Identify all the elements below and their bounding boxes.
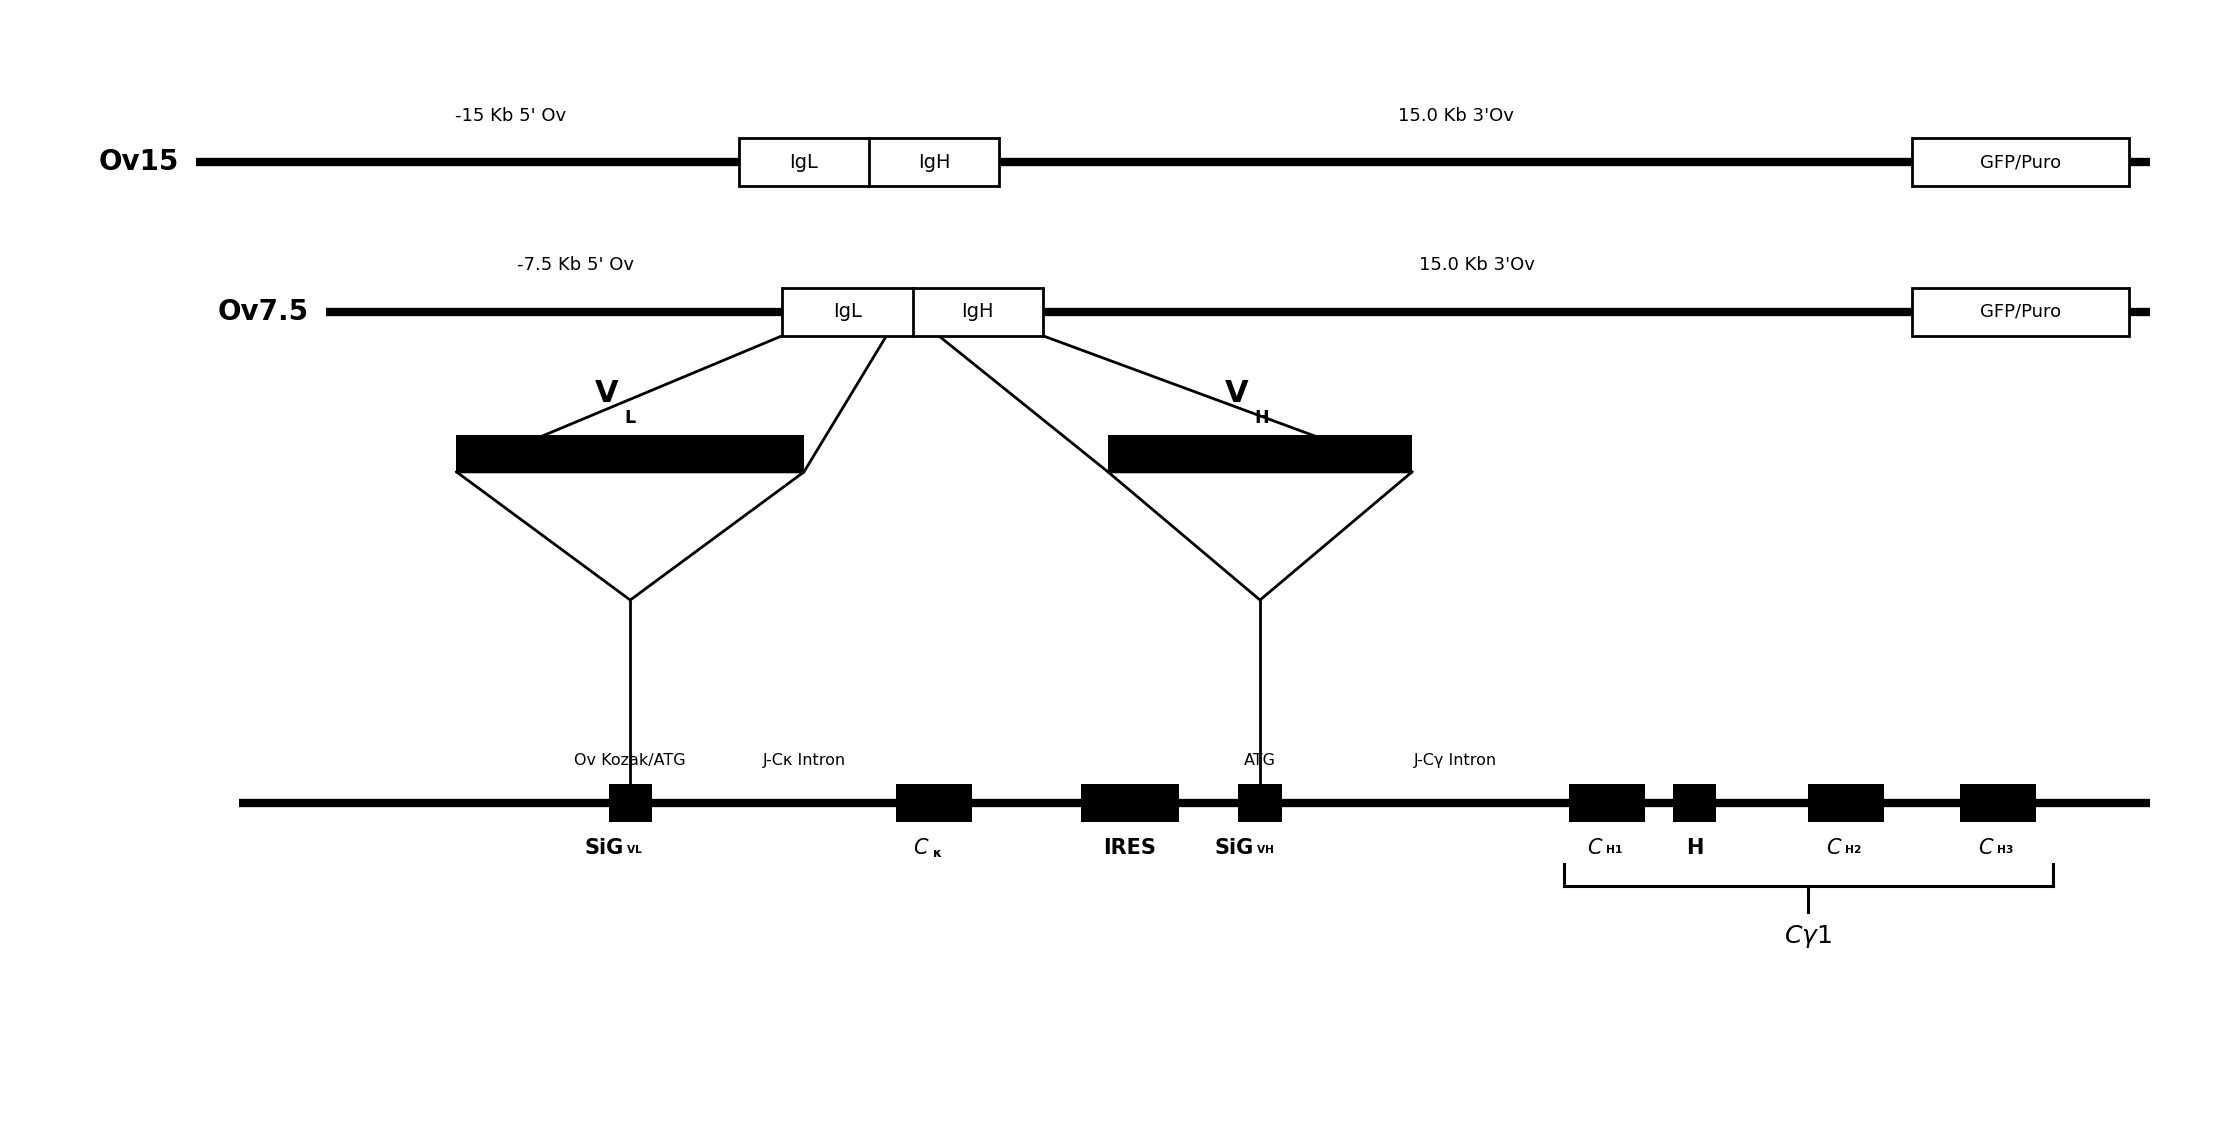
Text: H: H	[1686, 837, 1704, 858]
Text: -7.5 Kb 5' Ov: -7.5 Kb 5' Ov	[519, 257, 634, 274]
Text: $\mathbf{_{VL}}$: $\mathbf{_{VL}}$	[625, 841, 643, 855]
Text: IgH: IgH	[962, 302, 995, 321]
Bar	[1912, 139, 2130, 186]
Text: Ov Kozak/ATG: Ov Kozak/ATG	[574, 753, 687, 768]
Text: $\mathbf{_{H2}}$: $\mathbf{_{H2}}$	[1844, 841, 1861, 855]
Text: 15.0 Kb 3'Ov: 15.0 Kb 3'Ov	[1418, 257, 1536, 274]
Bar	[456, 434, 804, 471]
Text: $C$: $C$	[1977, 837, 1994, 858]
Polygon shape	[456, 471, 804, 600]
Text: $\mathbf{V}$: $\mathbf{V}$	[1223, 378, 1250, 408]
Bar	[1673, 784, 1715, 821]
Text: J-Cκ Intron: J-Cκ Intron	[762, 753, 847, 768]
Text: GFP/Puro: GFP/Puro	[1979, 153, 2061, 172]
Text: Ov7.5: Ov7.5	[217, 298, 308, 326]
Text: SiG: SiG	[1214, 837, 1254, 858]
Text: $\mathbf{_{\kappa}}$: $\mathbf{_{\kappa}}$	[933, 841, 942, 859]
Polygon shape	[1108, 471, 1412, 600]
Text: $C\gamma 1$: $C\gamma 1$	[1784, 924, 1833, 950]
Text: $\mathbf{_{VH}}$: $\mathbf{_{VH}}$	[1256, 841, 1274, 855]
Text: $C$: $C$	[1587, 837, 1602, 858]
Bar	[1912, 287, 2130, 336]
Text: 15.0 Kb 3'Ov: 15.0 Kb 3'Ov	[1398, 107, 1514, 125]
Text: ATG: ATG	[1243, 753, 1276, 768]
Text: SiG: SiG	[585, 837, 623, 858]
Bar	[609, 784, 652, 821]
Bar	[1108, 434, 1412, 471]
Bar	[1239, 784, 1281, 821]
Text: $\mathbf{_{H3}}$: $\mathbf{_{H3}}$	[1997, 841, 2014, 855]
Text: $\mathbf{_{H1}}$: $\mathbf{_{H1}}$	[1604, 841, 1622, 855]
Text: $C$: $C$	[1826, 837, 1841, 858]
Bar	[1081, 784, 1179, 821]
Text: Ov15: Ov15	[98, 148, 179, 176]
Text: $\mathbf{V}$: $\mathbf{V}$	[594, 378, 620, 408]
Text: $C$: $C$	[913, 837, 931, 858]
Bar	[895, 784, 973, 821]
Text: IRES: IRES	[1104, 837, 1157, 858]
Bar	[1961, 784, 2037, 821]
Text: IgL: IgL	[789, 152, 818, 172]
Bar	[738, 139, 999, 186]
Text: $\mathbf{_L}$: $\mathbf{_L}$	[623, 402, 636, 426]
Text: IgH: IgH	[917, 152, 951, 172]
Text: $\mathbf{_H}$: $\mathbf{_H}$	[1254, 402, 1270, 426]
Text: GFP/Puro: GFP/Puro	[1979, 302, 2061, 320]
Bar	[782, 287, 1044, 336]
Text: J-Cγ Intron: J-Cγ Intron	[1414, 753, 1498, 768]
Text: IgL: IgL	[833, 302, 862, 321]
Bar	[1808, 784, 1884, 821]
Text: -15 Kb 5' Ov: -15 Kb 5' Ov	[454, 107, 567, 125]
Bar	[1569, 784, 1646, 821]
